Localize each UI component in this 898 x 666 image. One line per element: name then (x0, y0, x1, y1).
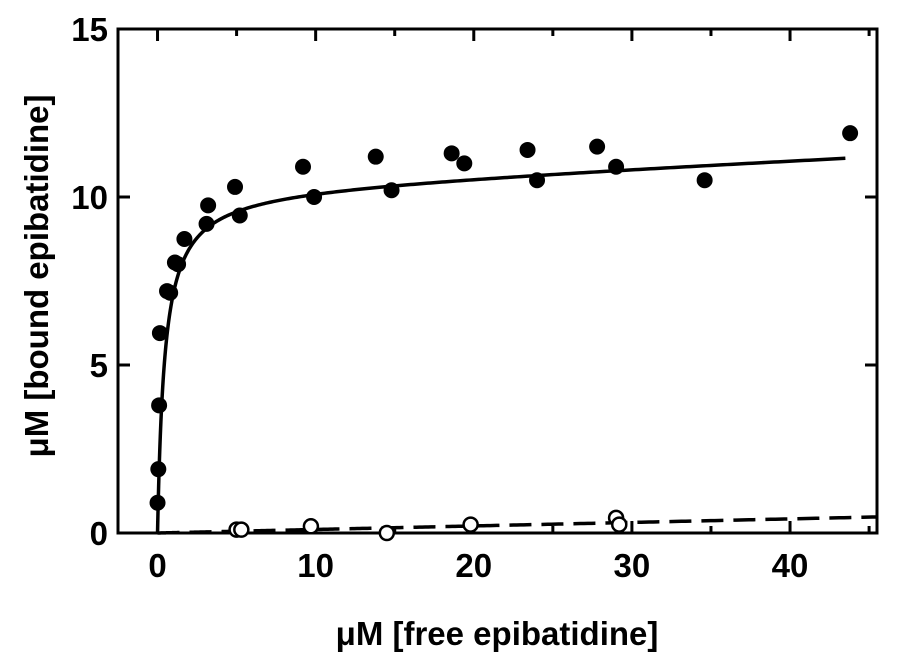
x-tick-label: 20 (455, 547, 492, 584)
filled-data-point (151, 325, 168, 342)
filled-data-point (306, 189, 323, 205)
open-data-point (611, 516, 628, 533)
filled-data-point (176, 231, 193, 247)
filled-data-point (227, 178, 244, 195)
fit-curves (155, 156, 878, 535)
y-tick-label: 5 (90, 347, 108, 384)
filled-data-point (295, 158, 312, 175)
total-binding-fit-curve (155, 156, 846, 535)
x-tick-label: 40 (772, 547, 809, 584)
filled-data-point (519, 141, 536, 158)
filled-data-point (198, 215, 215, 232)
x-tick-label: 10 (297, 547, 334, 584)
open-data-point (233, 521, 250, 538)
y-tick-label: 15 (71, 11, 108, 48)
filled-data-point (170, 256, 187, 273)
axes: 0 10 20 30 40 0 5 10 15 (71, 11, 879, 584)
filled-data-point (529, 172, 546, 189)
nonspecific-fit-line (155, 515, 878, 535)
x-axis-label: μM [free epibatidine] (336, 615, 659, 652)
filled-data-point (383, 182, 400, 199)
y-tick-label: 10 (71, 179, 108, 216)
filled-data-point (608, 158, 625, 175)
filled-data-point (589, 138, 606, 155)
filled-data-point (151, 397, 168, 414)
open-data-point (302, 518, 320, 535)
data-points (149, 125, 859, 542)
filled-data-point (696, 172, 713, 189)
filled-data-point (456, 155, 473, 172)
open-data-point (378, 524, 396, 542)
filled-data-point (162, 284, 179, 301)
plot-frame (116, 27, 879, 535)
open-data-point (462, 516, 479, 533)
y-tick-label: 0 (90, 515, 108, 552)
filled-data-point (149, 494, 166, 511)
filled-data-point (443, 145, 460, 162)
filled-data-point (200, 197, 217, 214)
filled-data-point (231, 207, 248, 224)
x-tick-label: 30 (614, 547, 651, 584)
filled-data-point (150, 461, 167, 478)
filled-data-point (367, 148, 384, 165)
filled-data-point (842, 125, 859, 142)
y-axis-label: μM [bound epibatidine] (18, 95, 55, 458)
x-tick-label: 0 (148, 547, 166, 584)
